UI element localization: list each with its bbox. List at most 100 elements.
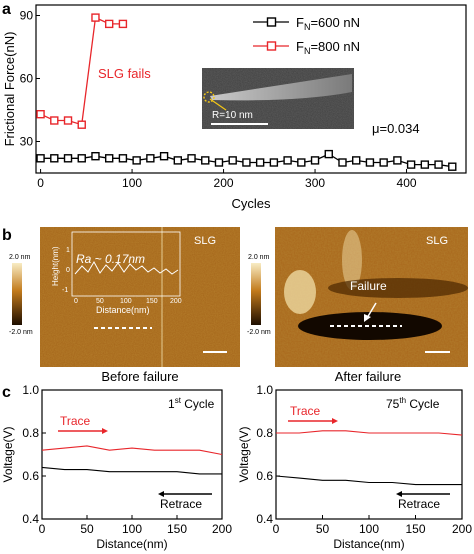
caption-after: After failure bbox=[335, 369, 401, 384]
sem-tip-inset: R=10 nm bbox=[202, 68, 354, 129]
afm-before-tint bbox=[40, 227, 240, 367]
failure-arrow-head bbox=[364, 314, 371, 322]
friction-series-1-point-2 bbox=[63, 116, 73, 125]
colorbar-right: 2.0 nm -2.0 nm bbox=[247, 254, 271, 336]
voltage-75th-ytick-label-3: 1.0 bbox=[256, 383, 273, 397]
voltage-1st-series-1-line bbox=[41, 466, 222, 475]
colorbar-left-bottom: -2.0 nm bbox=[9, 329, 33, 336]
friction-series-0-point-9 bbox=[159, 151, 169, 161]
friction-ylabel: Frictional Force(nN) bbox=[2, 32, 17, 147]
friction-series-0-point-0 bbox=[36, 154, 45, 163]
caption-before: Before failure bbox=[101, 369, 178, 384]
afm-after-failure-region bbox=[298, 312, 442, 340]
friction-series-0-point-28 bbox=[420, 160, 430, 169]
afm-after-groove bbox=[328, 278, 468, 298]
friction-series-0-point-16 bbox=[255, 158, 265, 167]
height-xtick-2: 50 bbox=[96, 298, 104, 305]
friction-frame bbox=[35, 4, 467, 174]
friction-series-0-point-5 bbox=[104, 154, 114, 163]
friction-series-0-point-4 bbox=[91, 151, 100, 161]
panel-b: b 2.0 nm -2.0 nm Ra ~ 0.17nm 1 0 -1 0 50 bbox=[2, 227, 468, 384]
friction-series-0-point-17 bbox=[269, 158, 279, 167]
colorbar-right-top: 2.0 nm bbox=[248, 254, 270, 261]
voltage-1st-xtick-label-1: 50 bbox=[80, 522, 94, 536]
friction-series-0-point-20 bbox=[310, 156, 320, 165]
friction-series-0-point-7 bbox=[132, 156, 141, 165]
friction-coefficient: μ=0.034 bbox=[372, 121, 420, 136]
friction-series-0-point-3 bbox=[77, 154, 86, 163]
voltage-1st-xlabel: Distance(nm) bbox=[96, 537, 167, 551]
panel-a: a 0 100 200 300 400 30 60 90 Cycles Frictional Fo… bbox=[2, 1, 467, 211]
panel-label-c: c bbox=[2, 384, 11, 401]
voltage-1st-series-0-line bbox=[41, 445, 223, 456]
colorbar-left: 2.0 nm -2.0 nm bbox=[9, 254, 33, 336]
friction-series-0-point-8 bbox=[146, 154, 155, 163]
friction-xtick-label-0: 0 bbox=[37, 176, 44, 190]
afm-after-bright-spot bbox=[284, 270, 316, 314]
voltage-75th-ytick-label-0: 0.4 bbox=[256, 512, 273, 526]
voltage-75th-xtick-label-3: 150 bbox=[405, 522, 425, 536]
friction-series-0-point-29 bbox=[434, 160, 443, 169]
voltage-1st-ytick-label-2: 0.8 bbox=[22, 426, 39, 440]
voltage-75th-xtick-label-2: 100 bbox=[359, 522, 379, 536]
voltage-75th-ylabel: Voltage(V) bbox=[237, 426, 251, 482]
voltage-75th-xtick-label-4: 200 bbox=[452, 522, 472, 536]
height-profile-line bbox=[74, 260, 179, 275]
friction-ytick-label-0: 30 bbox=[20, 135, 34, 149]
voltage-1st-ytick-label-3: 1.0 bbox=[22, 383, 39, 397]
friction-series-0-point-1 bbox=[50, 154, 59, 163]
height-xtick-4: 150 bbox=[146, 298, 158, 305]
friction-series-0-point-26 bbox=[393, 156, 402, 165]
voltage-1st-retrace-arrow-head bbox=[158, 491, 164, 497]
fail-annotation: SLG fails bbox=[98, 66, 151, 81]
afm-before-tag: SLG bbox=[194, 235, 216, 247]
friction-series-0-point-19 bbox=[297, 158, 306, 167]
friction-series-1-point-5 bbox=[104, 19, 114, 29]
friction-xtick-label-4: 400 bbox=[397, 176, 417, 190]
friction-series-0-point-21 bbox=[324, 149, 333, 159]
friction-xtick-label-1: 100 bbox=[122, 176, 142, 190]
friction-legend-1-label: FN=800 nN bbox=[296, 39, 360, 56]
friction-series-1-point-3 bbox=[77, 120, 86, 129]
friction-series-0-point-6 bbox=[118, 154, 128, 163]
voltage-75th-series-1-line bbox=[275, 475, 462, 486]
friction-series-0-point-2 bbox=[63, 154, 73, 163]
voltage-75th-retrace-label: Retrace bbox=[398, 497, 440, 511]
voltage-75th-series-0-line bbox=[276, 430, 463, 436]
voltage-1st-ytick-label-1: 0.6 bbox=[22, 469, 39, 483]
voltage-1st-xtick-label-2: 100 bbox=[122, 522, 142, 536]
friction-ytick-label-1: 60 bbox=[20, 72, 34, 86]
panel-label-a: a bbox=[2, 1, 11, 18]
roughness-label: Ra ~ 0.17nm bbox=[76, 252, 145, 266]
voltage-75th-trace-label: Trace bbox=[290, 404, 321, 418]
friction-series-0-point-18 bbox=[283, 156, 292, 165]
height-xtick-5: 200 bbox=[170, 298, 182, 305]
sem-tip-shape bbox=[210, 74, 352, 101]
failure-arrow-shaft bbox=[366, 302, 377, 319]
height-profile-frame bbox=[71, 231, 181, 297]
height-profile-inset: Ra ~ 0.17nm 1 0 -1 0 50 100 150 200 Dist… bbox=[51, 231, 182, 315]
friction-series-0-point-11 bbox=[187, 154, 196, 163]
voltage-1st-trace-label: Trace bbox=[60, 414, 91, 428]
afm-after-ridge bbox=[342, 230, 362, 290]
friction-series-0-point-22 bbox=[338, 158, 347, 167]
friction-ytick-label-2: 90 bbox=[20, 9, 34, 23]
voltage-1st-retrace-label: Retrace bbox=[160, 497, 202, 511]
failure-label: Failure bbox=[350, 279, 387, 293]
friction-series-1-point-1 bbox=[50, 116, 59, 125]
friction-xlabel: Cycles bbox=[231, 196, 271, 211]
height-ylabel: Height(nm) bbox=[51, 246, 60, 286]
friction-xtick-label-3: 300 bbox=[305, 176, 325, 190]
voltage-chart-75th-cycle: 0 50 100 150 200 0.4 0.6 0.8 1.0 Distance(nm) Volt… bbox=[237, 383, 472, 551]
afm-after-image: SLG Failure bbox=[275, 227, 468, 367]
friction-legend-1-marker bbox=[266, 41, 277, 51]
panel-c: c 0 50 100 150 200 0.4 0.6 0.8 1.0 Distance(nm) Vo… bbox=[1, 383, 472, 551]
friction-chart: 0 100 200 300 400 30 60 90 Cycles Frictional Forc… bbox=[2, 4, 467, 211]
height-ytick-3: -1 bbox=[62, 287, 68, 294]
tip-radius-label: R=10 nm bbox=[212, 110, 253, 121]
colorbar-right-bottom: -2.0 nm bbox=[247, 329, 271, 336]
voltage-75th-ytick-label-2: 0.8 bbox=[256, 426, 273, 440]
friction-series-0-point-10 bbox=[173, 156, 183, 165]
afm-after-tag: SLG bbox=[426, 235, 448, 247]
